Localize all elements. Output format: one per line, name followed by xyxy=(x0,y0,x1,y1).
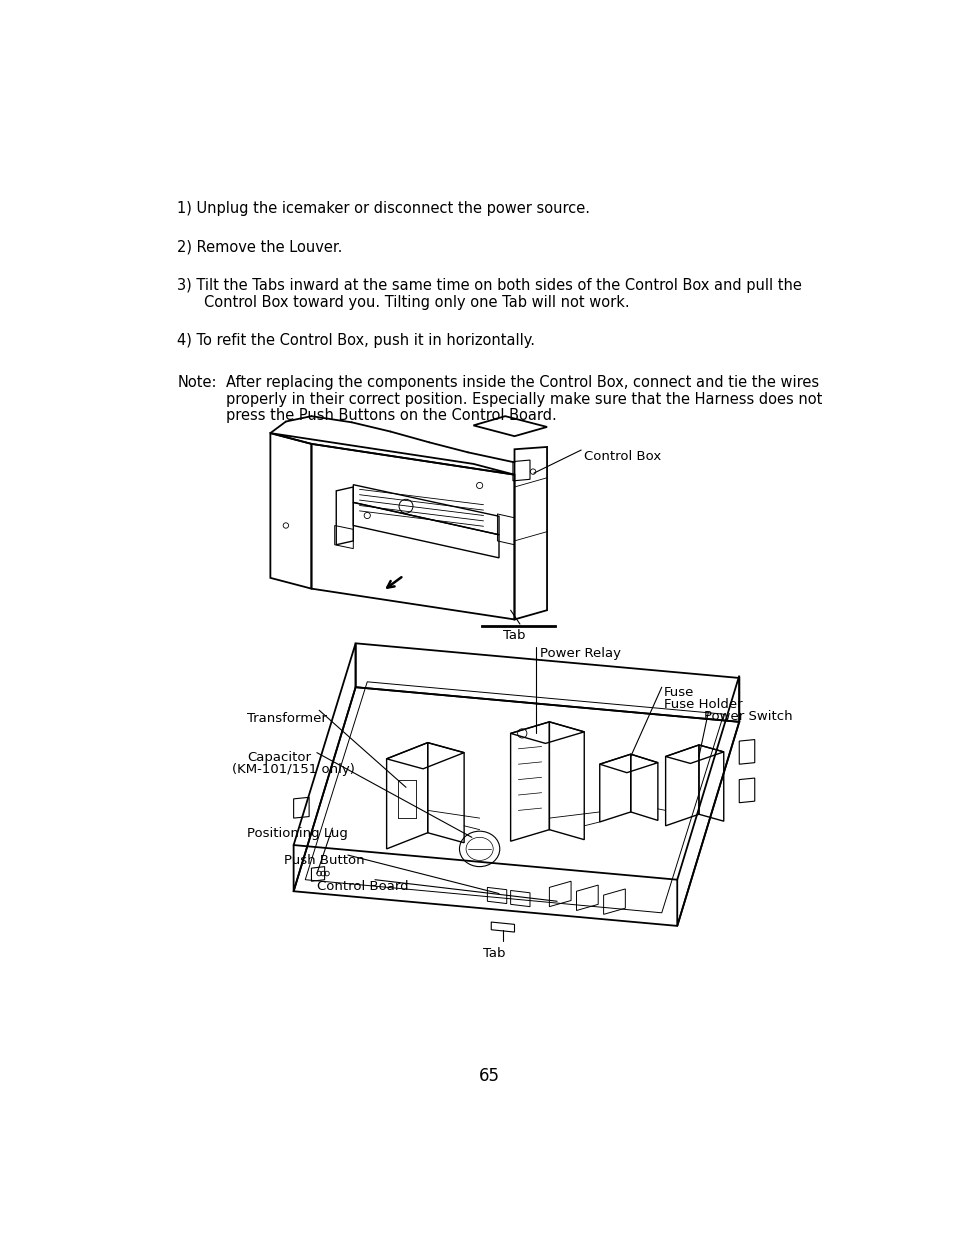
Text: properly in their correct position. Especially make sure that the Harness does n: properly in their correct position. Espe… xyxy=(226,391,821,406)
Text: 4) To refit the Control Box, push it in horizontally.: 4) To refit the Control Box, push it in … xyxy=(177,333,535,348)
Text: 2) Remove the Louver.: 2) Remove the Louver. xyxy=(177,240,342,254)
Text: Control Box: Control Box xyxy=(583,450,660,463)
Text: Control Board: Control Board xyxy=(316,879,408,893)
Text: Positioning Lug: Positioning Lug xyxy=(247,827,348,840)
Text: Fuse Holder: Fuse Holder xyxy=(663,698,742,711)
Text: press the Push Buttons on the Control Board.: press the Push Buttons on the Control Bo… xyxy=(226,409,557,424)
Text: Control Box toward you. Tilting only one Tab will not work.: Control Box toward you. Tilting only one… xyxy=(204,294,629,310)
Text: Capacitor: Capacitor xyxy=(247,751,311,764)
Text: Tab: Tab xyxy=(503,629,525,642)
Text: Note:: Note: xyxy=(177,374,216,389)
Text: Transformer: Transformer xyxy=(247,711,327,725)
Text: Fuse: Fuse xyxy=(663,685,694,699)
Text: Power Relay: Power Relay xyxy=(539,647,620,661)
Text: 3) Tilt the Tabs inward at the same time on both sides of the Control Box and pu: 3) Tilt the Tabs inward at the same time… xyxy=(177,278,801,293)
Text: 1) Unplug the icemaker or disconnect the power source.: 1) Unplug the icemaker or disconnect the… xyxy=(177,200,590,216)
Text: 65: 65 xyxy=(477,1067,499,1086)
Text: Tab: Tab xyxy=(482,947,505,961)
Text: After replacing the components inside the Control Box, connect and tie the wires: After replacing the components inside th… xyxy=(226,374,819,389)
Text: Power Switch: Power Switch xyxy=(703,710,792,724)
Text: (KM-101/151 only): (KM-101/151 only) xyxy=(232,763,355,777)
Text: Push Button: Push Button xyxy=(284,855,365,867)
